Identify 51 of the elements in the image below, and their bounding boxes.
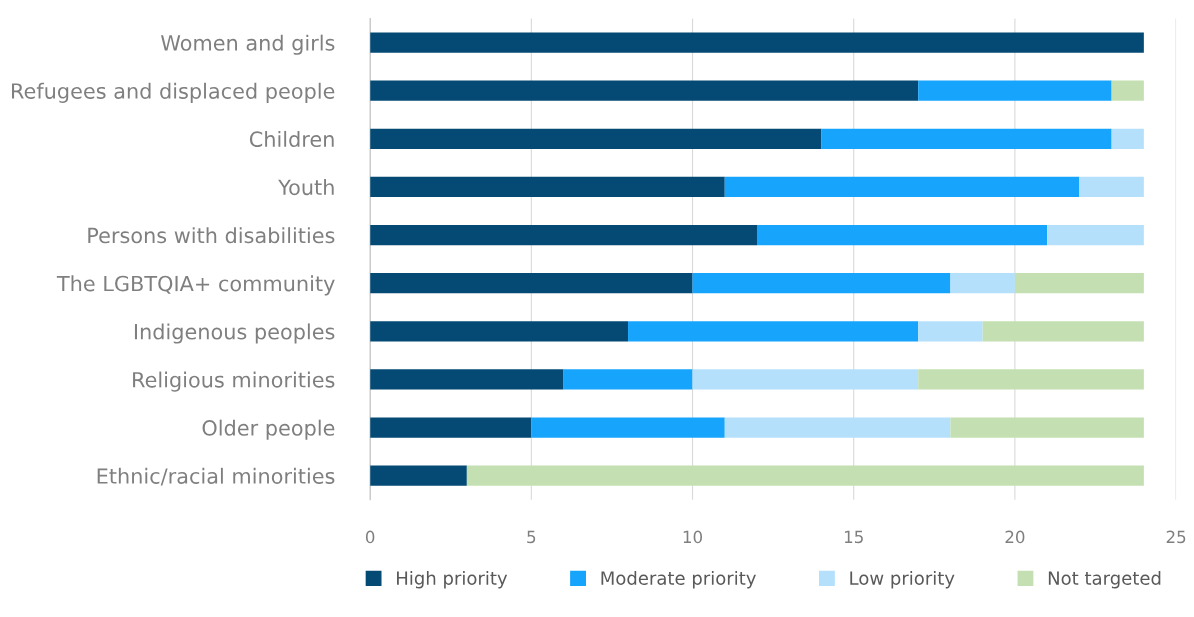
- y-tick-label: Religious minorities: [133, 371, 335, 392]
- bar: [1111, 128, 1144, 149]
- bar: [1111, 80, 1144, 101]
- bar: [821, 128, 1112, 149]
- x-tick-label: 10: [683, 530, 703, 544]
- x-tick-label: 20: [1005, 530, 1025, 544]
- legend-label: Low priority: [850, 570, 955, 589]
- y-tick-label: Women and girls: [161, 34, 335, 55]
- bar: [370, 176, 725, 198]
- bar: [692, 369, 919, 390]
- bar: [982, 321, 1144, 342]
- y-tick-label: Indigenous peoples: [134, 323, 335, 344]
- bar: [370, 321, 629, 342]
- y-tick-label: Persons with disabilities: [88, 227, 335, 244]
- bar: [370, 128, 822, 149]
- bar: [918, 80, 1112, 101]
- bar: [918, 321, 983, 342]
- bar: [918, 369, 1144, 390]
- bar: [628, 321, 919, 342]
- bar: [692, 273, 951, 294]
- bar: [370, 32, 1144, 53]
- bar: [563, 369, 693, 390]
- x-tick-label: 0: [365, 530, 375, 544]
- bar: [1047, 224, 1144, 246]
- bar: [370, 417, 532, 438]
- y-tick-label: Youth: [278, 179, 334, 196]
- bar: [950, 417, 1144, 438]
- bar: [724, 176, 1080, 198]
- x-tick-label: 15: [844, 530, 863, 544]
- bar: [1079, 176, 1144, 198]
- legend-label: High priority: [397, 570, 508, 589]
- legend-label: Not targeted: [1048, 570, 1161, 589]
- bar: [1014, 273, 1144, 294]
- y-tick-label: Children: [249, 130, 334, 148]
- y-tick-label: Older people: [202, 419, 335, 440]
- bar: [370, 465, 467, 486]
- bar: [757, 224, 1048, 246]
- x-tick-label: 5: [527, 530, 536, 544]
- bar: [950, 273, 1015, 294]
- bar: [370, 369, 564, 390]
- bar: [724, 417, 951, 438]
- x-tick-label: 25: [1166, 530, 1186, 544]
- y-tick-label: Ethnic/racial minorities: [97, 467, 335, 486]
- bar: [531, 417, 725, 438]
- bar: [466, 465, 1144, 486]
- legend-label: Moderate priority: [601, 570, 756, 589]
- bar: [370, 80, 919, 101]
- bar: [370, 224, 757, 246]
- y-tick-label: The LGBTQIA+ community: [56, 275, 335, 296]
- y-tick-label: Refugees and displaced people: [12, 82, 335, 103]
- bar: [370, 273, 693, 294]
